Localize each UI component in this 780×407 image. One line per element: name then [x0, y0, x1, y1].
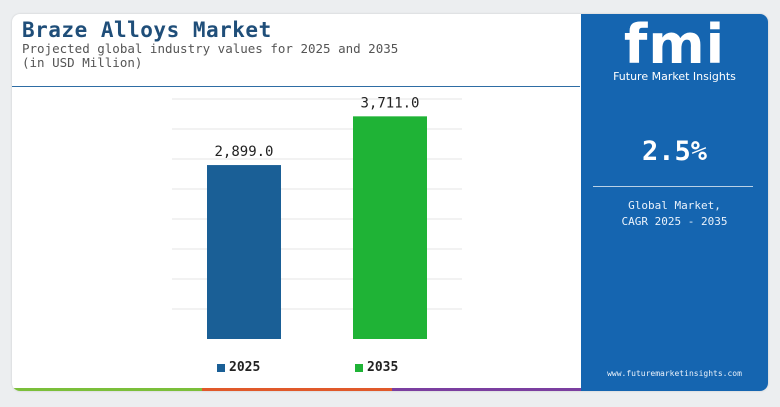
fmi-logo-subtitle: Future Market Insights	[613, 70, 736, 83]
sidebar-divider	[593, 186, 753, 187]
cagr-label-line-2: CAGR 2025 - 2035	[621, 215, 728, 228]
bottom-strip-orange	[202, 388, 392, 391]
legend-item-2035: 2035	[355, 360, 398, 375]
cagr-label: Global Market, CAGR 2025 - 2035	[581, 198, 768, 230]
data-label-2025: 2,899.0	[214, 144, 273, 160]
fmi-logo: fmi	[623, 14, 726, 76]
cagr-label-line-1: Global Market,	[628, 199, 721, 212]
subtitle-line-2: (in USD Million)	[22, 55, 143, 70]
legend-swatch-2025	[217, 363, 225, 372]
bottom-strip-purple	[392, 388, 581, 391]
legend-swatch-2035	[355, 363, 363, 372]
legend-item-2025: 2025	[217, 360, 260, 375]
website-link[interactable]: www.futuremarketinsights.com	[607, 369, 742, 378]
chart-card: Braze Alloys Market Projected global ind…	[12, 14, 768, 391]
cagr-value: 2.5%	[641, 136, 708, 167]
bottom-strip-green	[12, 388, 202, 391]
bar-2025	[207, 165, 281, 339]
subtitle-line-1: Projected global industry values for 202…	[22, 41, 399, 56]
chart-title: Braze Alloys Market	[22, 18, 272, 42]
data-label-2035: 3,711.0	[360, 95, 419, 111]
bar-chart: 2,899.0 3,711.0	[172, 95, 462, 339]
header-divider	[12, 86, 580, 87]
legend-label-2035: 2035	[367, 360, 399, 375]
legend-label-2025: 2025	[229, 360, 261, 375]
sidebar-panel: fmi Future Market Insights 2.5% Global M…	[581, 14, 768, 391]
chart-subtitle: Projected global industry values for 202…	[22, 42, 482, 70]
bar-2035	[353, 116, 427, 339]
